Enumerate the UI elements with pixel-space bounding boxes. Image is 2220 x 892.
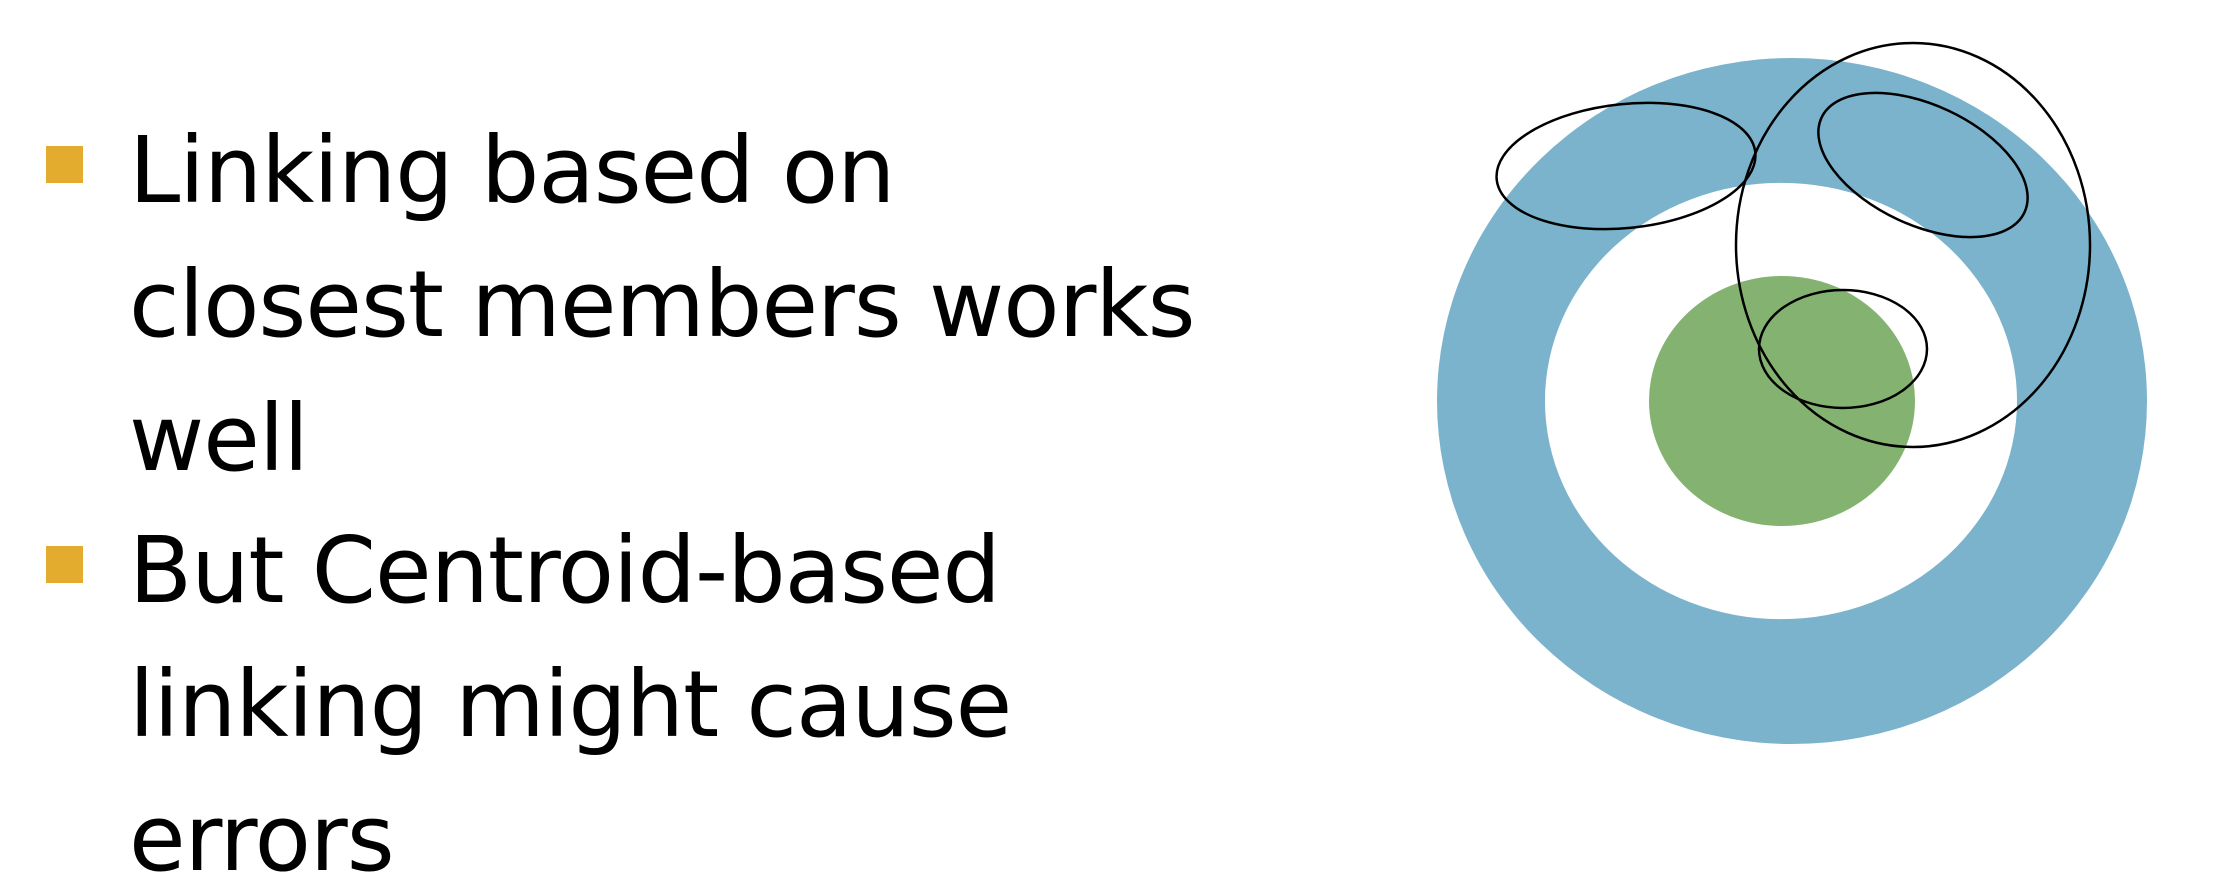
bullet-text: Linking based on closest members works w… <box>129 104 1279 506</box>
bullet-line: linking might cause <box>129 651 1012 758</box>
bullet-line: closest members works <box>129 251 1196 358</box>
bullet-square-icon <box>46 146 83 183</box>
inner-core-shape <box>1649 276 1915 526</box>
bullet-line: errors <box>129 785 395 892</box>
bullet-line: But Centroid-based <box>129 517 1001 624</box>
bullet-square-icon <box>46 546 83 583</box>
cluster-outline <box>1817 91 2029 239</box>
cluster-outline <box>1734 41 2092 449</box>
bullet-text: But Centroid-based linking might cause e… <box>129 504 1279 892</box>
cluster-outline <box>1757 288 1929 410</box>
bullet-list: Linking based on closest members works w… <box>46 104 1279 892</box>
bullet-line: well <box>129 385 309 492</box>
bullet-line: Linking based on <box>129 117 895 224</box>
